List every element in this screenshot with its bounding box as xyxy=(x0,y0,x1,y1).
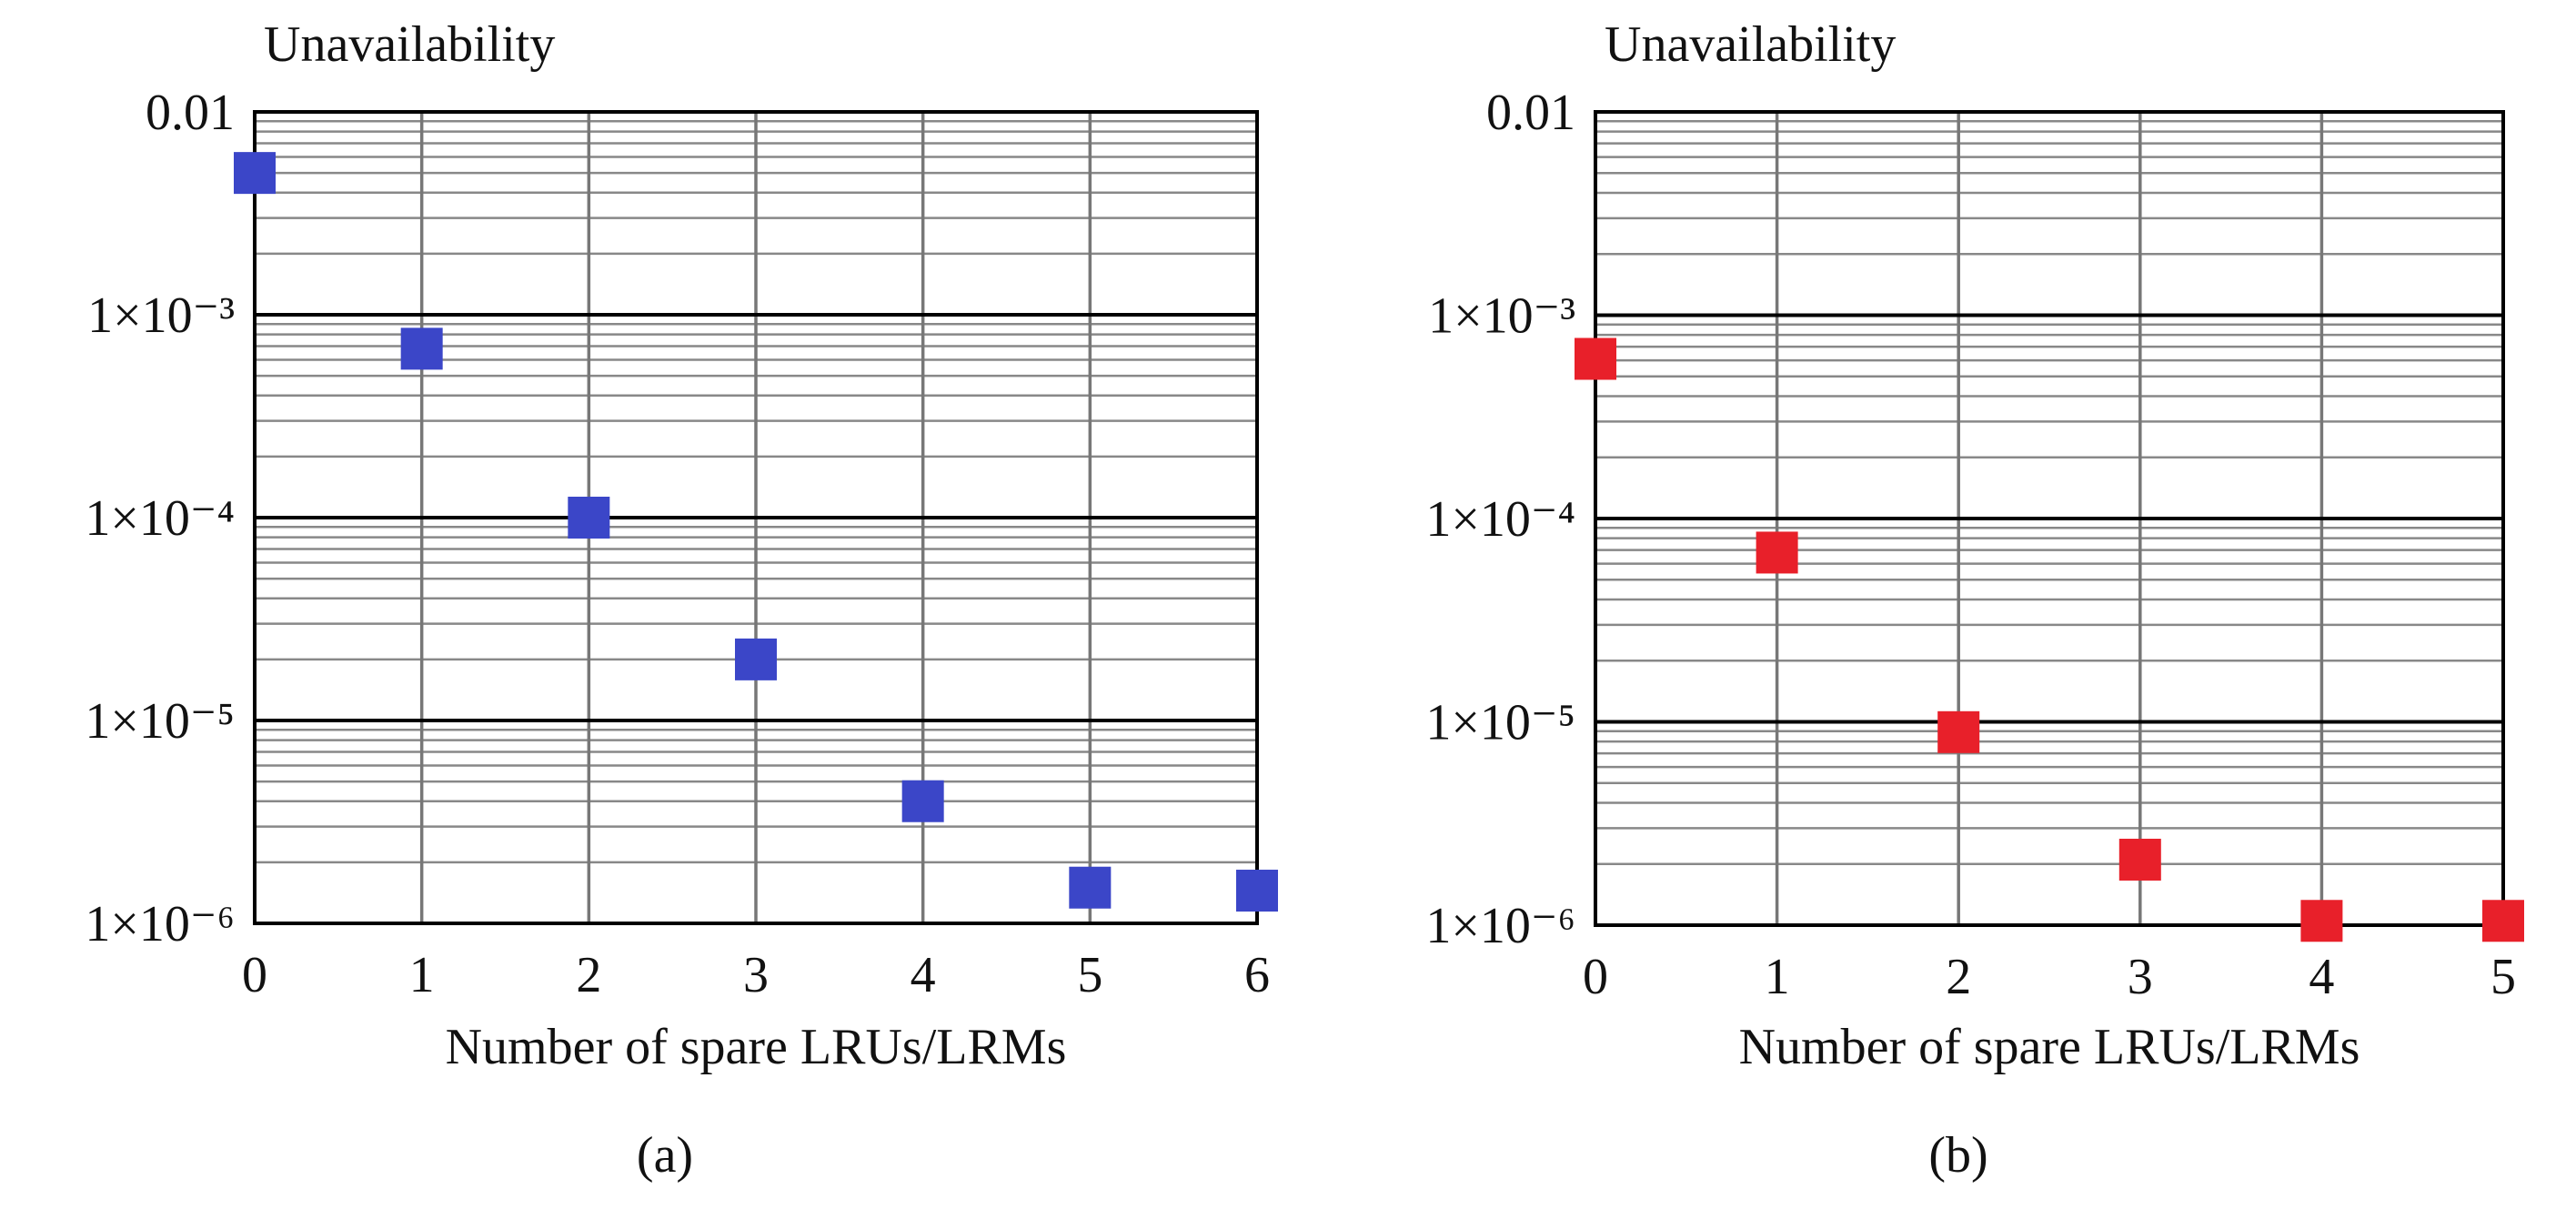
x-tick-label: 0 xyxy=(242,947,267,1003)
x-tick-label: 5 xyxy=(1077,947,1102,1003)
marker xyxy=(1756,531,1798,574)
y-tick-label: 0.01 xyxy=(1486,85,1575,141)
y-tick-label: 0.01 xyxy=(146,85,235,141)
x-tick-label: 4 xyxy=(911,947,936,1003)
marker xyxy=(2300,900,2343,942)
plot-frame xyxy=(1594,110,2505,927)
x-axis-title: Number of spare LRUs/LRMs xyxy=(1739,1019,2360,1075)
x-tick-label: 4 xyxy=(2309,949,2334,1005)
marker xyxy=(1575,338,1616,380)
y-tick-label: 1×10⁻³ xyxy=(1428,287,1575,344)
marker xyxy=(735,638,777,680)
y-tick-label: 1×10⁻⁶ xyxy=(85,896,235,952)
y-tick-label: 1×10⁻³ xyxy=(87,287,235,344)
y-tick-label: 1×10⁻⁵ xyxy=(1425,694,1575,751)
caption: (a) xyxy=(637,1127,693,1184)
x-axis-title: Number of spare LRUs/LRMs xyxy=(446,1019,1067,1075)
y-tick-label: 1×10⁻⁴ xyxy=(85,490,235,547)
x-tick-label: 3 xyxy=(2128,949,2153,1005)
y-tick-label: 1×10⁻⁴ xyxy=(1425,491,1575,548)
x-tick-label: 1 xyxy=(409,947,435,1003)
y-axis-title: Unavailability xyxy=(264,16,555,73)
x-tick-label: 0 xyxy=(1583,949,1608,1005)
y-tick-label: 1×10⁻⁶ xyxy=(1425,898,1575,954)
x-tick-label: 1 xyxy=(1765,949,1790,1005)
caption: (b) xyxy=(1928,1127,1987,1184)
marker xyxy=(1937,710,1980,753)
marker xyxy=(1236,870,1278,912)
marker xyxy=(2482,900,2524,942)
marker xyxy=(2118,838,2161,881)
marker xyxy=(901,780,944,822)
x-tick-label: 2 xyxy=(576,947,601,1003)
y-tick-label: 1×10⁻⁵ xyxy=(85,693,235,750)
x-tick-label: 3 xyxy=(743,947,769,1003)
y-axis-title: Unavailability xyxy=(1605,16,1896,73)
marker xyxy=(400,327,443,370)
marker xyxy=(1069,866,1112,909)
plot-frame xyxy=(253,110,1259,925)
marker xyxy=(568,497,610,539)
x-tick-label: 6 xyxy=(1244,947,1270,1003)
x-tick-label: 5 xyxy=(2490,949,2516,1005)
marker xyxy=(234,152,276,195)
x-tick-label: 2 xyxy=(1946,949,1971,1005)
